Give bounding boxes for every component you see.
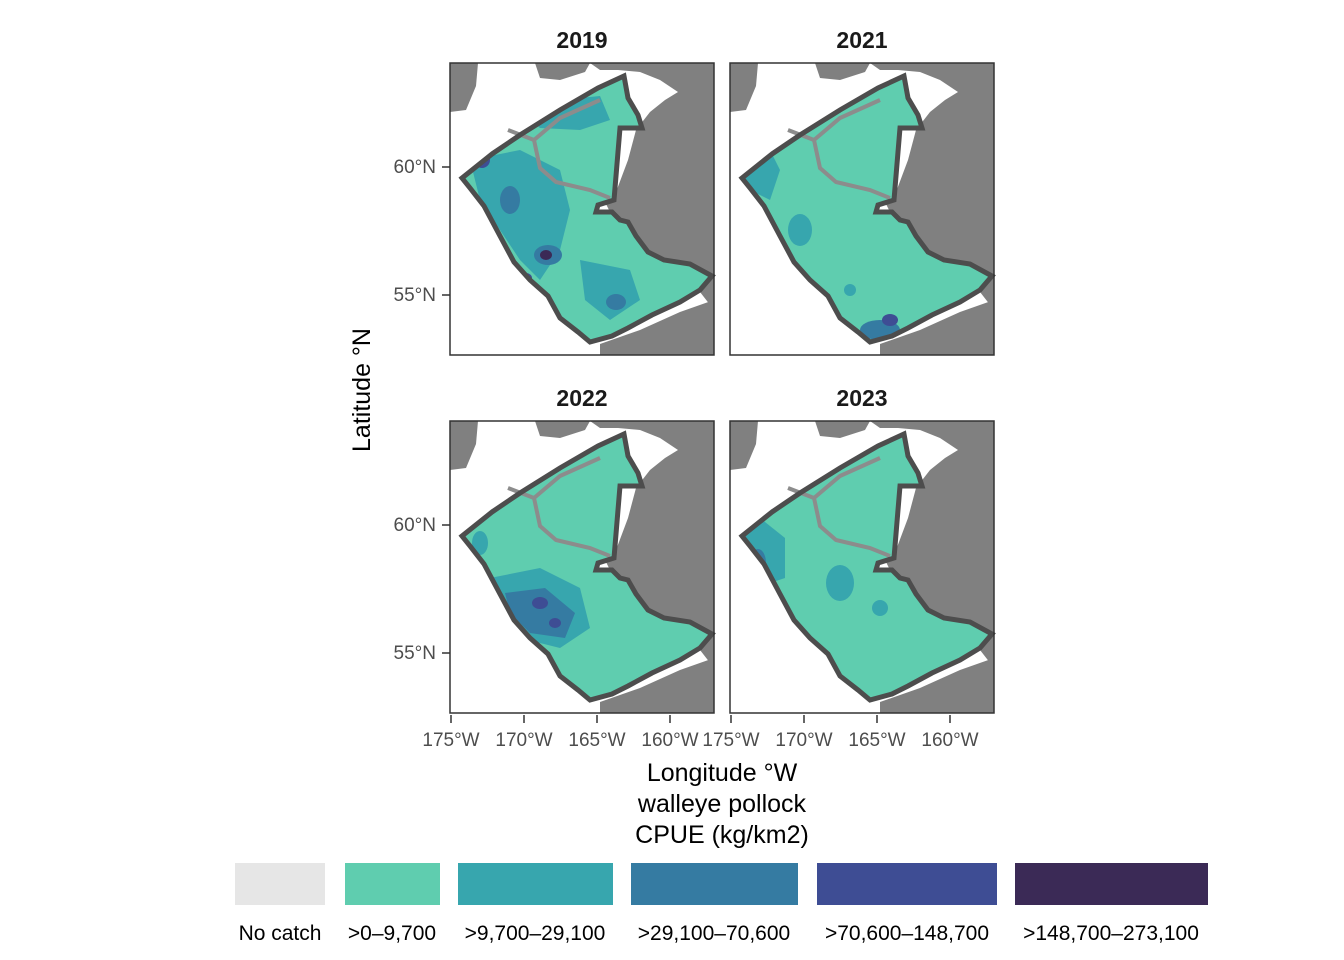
legend-swatch-bin-2 <box>458 863 613 905</box>
y-tick-60n: 60°N <box>394 157 436 178</box>
x-tick-165w: 165°W <box>568 730 625 751</box>
legend-label-bin-1: >0–9,700 <box>348 922 436 945</box>
x-tick-165w-right: 165°W <box>848 730 905 751</box>
legend-label-bin-2: >9,700–29,100 <box>465 922 606 945</box>
panel-title-2023: 2023 <box>836 385 887 411</box>
legend-title-species: walleye pollock <box>637 790 807 818</box>
legend: walleye pollock CPUE (kg/km2) No catch >… <box>235 790 1208 945</box>
cpue-surface-2019 <box>462 76 712 342</box>
legend-swatch-no-catch <box>235 863 325 905</box>
panel-border-2022 <box>449 420 715 714</box>
panel-title-2021: 2021 <box>836 27 887 53</box>
y-tick-55n: 55°N <box>394 285 436 306</box>
x-tick-160w-right: 160°W <box>921 730 978 751</box>
legend-label-no-catch: No catch <box>239 922 322 945</box>
x-tick-175w-right: 175°W <box>702 730 759 751</box>
legend-swatch-bin-1 <box>345 863 440 905</box>
panel-border-2019 <box>449 62 715 356</box>
panel-2019: 2019 <box>449 27 715 356</box>
panel-title-2022: 2022 <box>556 385 607 411</box>
legend-title-units: CPUE (kg/km2) <box>635 821 809 849</box>
x-tick-160w: 160°W <box>641 730 698 751</box>
legend-swatch-bin-3 <box>631 863 798 905</box>
panel-2023: 2023 <box>729 385 995 714</box>
x-axis: 175°W 170°W 165°W 160°W 175°W 170°W 165°… <box>422 715 979 787</box>
x-tick-170w: 170°W <box>495 730 552 751</box>
panel-2021: 2021 <box>729 27 995 356</box>
x-axis-title: Longitude °W <box>647 759 798 787</box>
legend-label-bin-5: >148,700–273,100 <box>1023 922 1199 945</box>
legend-label-bin-3: >29,100–70,600 <box>638 922 790 945</box>
y-axis-title: Latitude °N <box>348 328 376 452</box>
y-tick-55n-lower: 55°N <box>394 643 436 664</box>
legend-swatch-bin-4 <box>817 863 997 905</box>
y-tick-60n-lower: 60°N <box>394 515 436 536</box>
legend-label-bin-4: >70,600–148,700 <box>825 922 989 945</box>
x-tick-170w-right: 170°W <box>775 730 832 751</box>
legend-swatch-bin-5 <box>1015 863 1208 905</box>
panel-title-2019: 2019 <box>556 27 607 53</box>
panel-border-2021 <box>729 62 995 356</box>
panel-border-2023 <box>729 420 995 714</box>
panel-2022: 2022 <box>449 385 715 714</box>
x-tick-175w: 175°W <box>422 730 479 751</box>
y-axis: 60°N 55°N 60°N 55°N Latitude °N <box>348 157 450 664</box>
